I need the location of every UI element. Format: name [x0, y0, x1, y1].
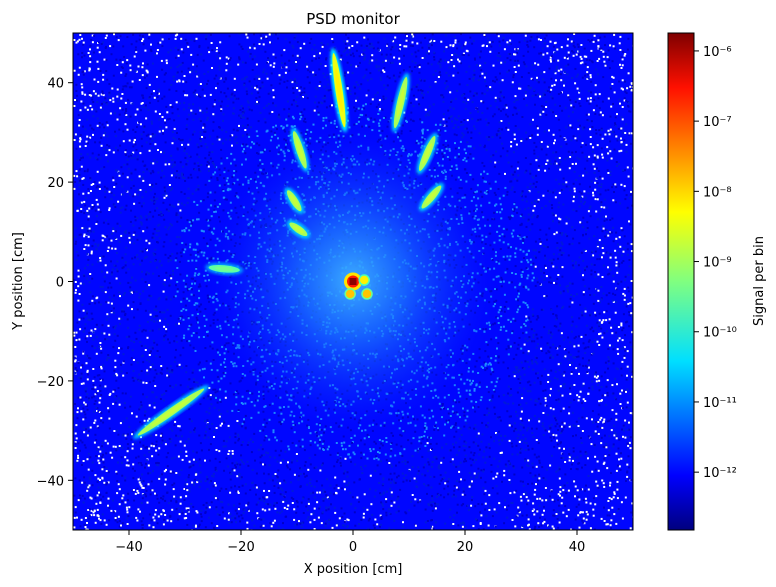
chart-title: PSD monitor	[306, 10, 400, 28]
x-axis-label: X position [cm]	[304, 562, 403, 577]
y-tick-label: 40	[47, 77, 64, 92]
streak-4	[290, 127, 309, 173]
y-tick-label: −40	[37, 474, 64, 489]
streak-3	[391, 72, 410, 133]
colorbar-tick-label: 10⁻¹⁰	[703, 326, 737, 341]
y-tick-label: 0	[56, 276, 64, 291]
streak-2	[330, 47, 348, 133]
colorbar-label: Signal per bin	[752, 236, 767, 326]
streak-7	[418, 182, 444, 212]
colorbar-tick-label: 10⁻¹²	[703, 466, 737, 481]
colorbar-tick-label: 10⁻⁸	[703, 185, 732, 200]
colorbar-tick-label: 10⁻⁷	[703, 115, 732, 130]
x-tick-label: 40	[569, 540, 586, 555]
y-tick-label: −20	[37, 375, 64, 390]
bragg-spot-12	[361, 288, 373, 300]
x-tick-label: −40	[115, 540, 142, 555]
y-axis-ticks: −40 −20 0 20 40	[37, 77, 73, 489]
heatmap-plot-area	[73, 33, 633, 530]
x-tick-label: −20	[227, 540, 254, 555]
streak-8	[286, 220, 311, 239]
x-tick-label: 20	[457, 540, 474, 555]
x-tick-label: 0	[349, 540, 357, 555]
streak-5	[416, 132, 438, 175]
streak-10	[133, 385, 209, 439]
y-tick-label: 20	[47, 176, 64, 191]
bragg-spot-13	[358, 274, 370, 286]
x-axis-ticks: −40 −20 0 20 40	[115, 530, 585, 555]
colorbar-tick-label: 10⁻¹¹	[703, 396, 737, 411]
heatmap-features	[133, 47, 444, 439]
direct-beam	[344, 272, 362, 291]
colorbar	[667, 32, 695, 531]
colorbar-tick-label: 10⁻⁶	[703, 45, 732, 60]
colorbar-ticks: 10⁻¹² 10⁻¹¹ 10⁻¹⁰ 10⁻⁹ 10⁻⁸ 10⁻⁷ 10⁻⁶	[694, 45, 737, 481]
colorbar-tick-label: 10⁻⁹	[703, 256, 732, 271]
y-axis-label: Y position [cm]	[11, 232, 26, 331]
streak-6	[284, 187, 304, 215]
bragg-spot-11	[344, 288, 356, 300]
streak-9	[205, 262, 244, 276]
